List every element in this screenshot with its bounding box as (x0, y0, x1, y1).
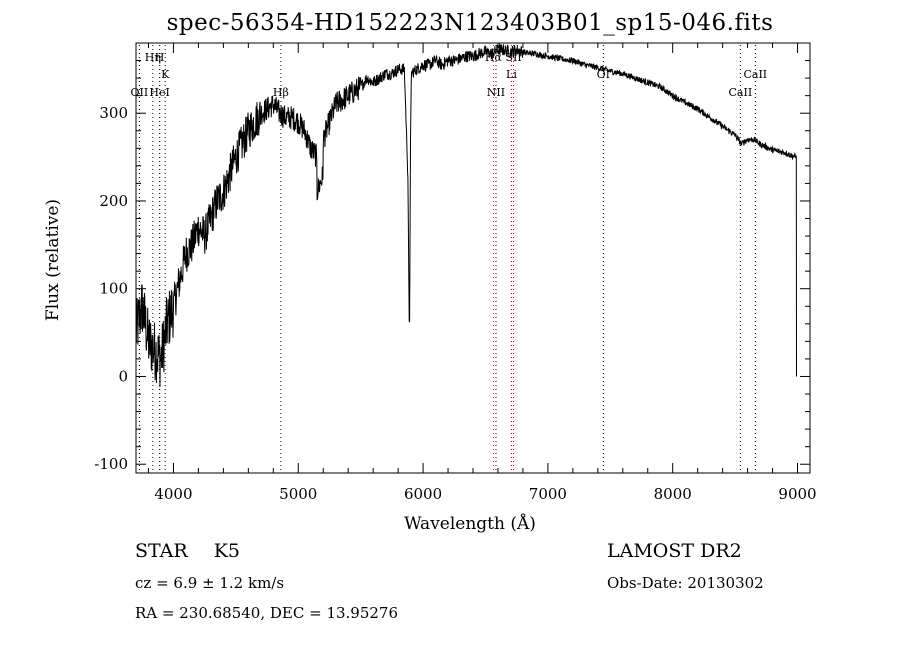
object-classification: STAR K5 (135, 540, 240, 562)
axes: 4000 5000 6000 7000 8000 9000 -100 0 100 200 300 (94, 42, 817, 503)
y-axis-label: Flux (relative) (43, 199, 63, 321)
marker-label: HeI (149, 86, 169, 99)
ra-dec: RA = 230.68540, DEC = 13.95276 (135, 604, 399, 622)
survey-label: LAMOST DR2 (607, 540, 742, 562)
marker-label: CaII (729, 86, 753, 99)
object-subclass: K5 (213, 540, 240, 562)
x-tick-label: 5000 (279, 485, 317, 503)
y-tick-label: -100 (94, 455, 128, 473)
x-tick-label: 4000 (154, 485, 192, 503)
y-tick-label: 0 (118, 367, 128, 385)
x-tick-label: 6000 (404, 485, 442, 503)
series (136, 43, 797, 388)
x-tick-label: 8000 (654, 485, 692, 503)
x-axis-label: Wavelength (Å) (404, 513, 536, 534)
marker-label: OI (597, 68, 610, 81)
marker-label: Hβ (273, 86, 289, 99)
object-type: STAR (135, 540, 188, 562)
marker-label: NII (487, 86, 505, 99)
chart-title: spec-56354-HD152223N123403B01_sp15-046.f… (166, 10, 774, 36)
x-tick-label: 7000 (529, 485, 567, 503)
obs-date: Obs-Date: 20130302 (607, 574, 764, 592)
marker-label: Li (506, 68, 517, 81)
redshift-line: cz = 6.9 ± 1.2 km/s (135, 574, 285, 592)
y-tick-label: 200 (99, 192, 128, 210)
marker-label: OII (131, 86, 149, 99)
spectrum-line (136, 43, 797, 388)
y-tick-label: 100 (99, 280, 128, 298)
x-tick-label: 9000 (778, 485, 816, 503)
marker-label: Hη (145, 51, 161, 64)
y-tick-label: 300 (99, 104, 128, 122)
marker-label: K (161, 68, 170, 81)
marker-label: CaII (743, 68, 767, 81)
plot-frame (135, 42, 811, 474)
